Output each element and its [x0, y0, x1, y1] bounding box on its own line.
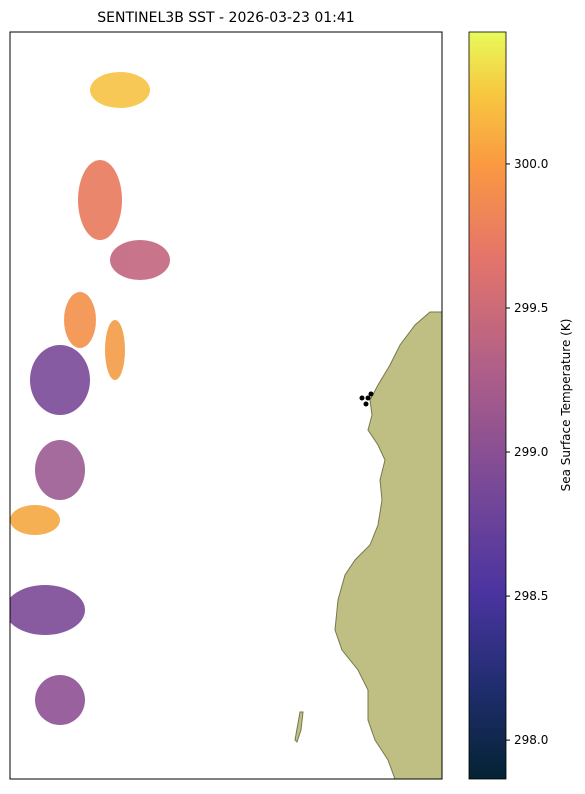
- sst-patch: [64, 292, 96, 348]
- colorbar-tick-label: 299.0: [514, 445, 548, 459]
- sst-patch: [10, 585, 85, 635]
- sst-patch: [30, 345, 90, 415]
- marker: [368, 391, 374, 397]
- map-frame: [9, 31, 443, 780]
- chart-title: SENTINEL3B SST - 2026-03-23 01:41: [97, 10, 354, 26]
- island: [294, 711, 304, 743]
- colorbar: [468, 31, 507, 780]
- marker: [365, 395, 371, 401]
- marker: [363, 401, 369, 407]
- markers: [359, 391, 374, 407]
- sst-patch: [10, 505, 60, 535]
- map: [10, 72, 442, 779]
- sst-patch: [78, 160, 122, 240]
- marker: [359, 395, 365, 401]
- colorbar-tick-label: 299.5: [514, 301, 548, 315]
- colorbar-tick-label: 298.5: [514, 589, 548, 603]
- sst-patch: [90, 72, 150, 108]
- sst-patches: [10, 72, 170, 725]
- colorbar-tick-label: 300.0: [514, 157, 548, 171]
- sst-patch: [110, 240, 170, 280]
- colorbar-label: Sea Surface Temperature (K): [559, 319, 573, 492]
- colorbar-tick-label: 298.0: [514, 733, 548, 747]
- sst-patch: [35, 675, 85, 725]
- sst-patch: [35, 440, 85, 500]
- sst-patch: [105, 320, 125, 380]
- land: [334, 311, 442, 779]
